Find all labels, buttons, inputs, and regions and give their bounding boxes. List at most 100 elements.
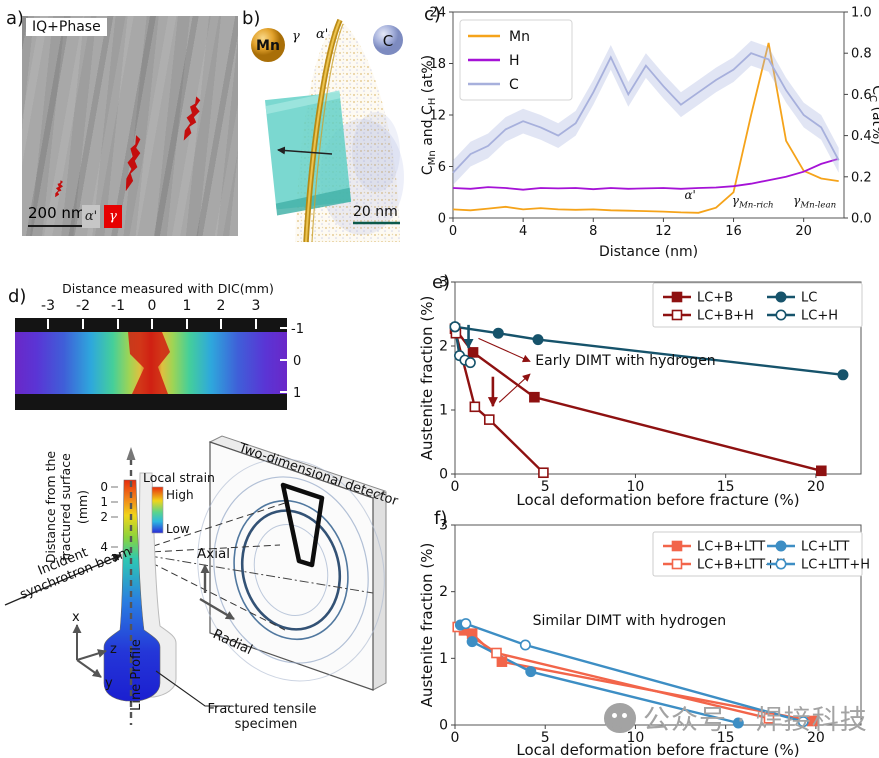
y2-axis-label: CC (at%) [867,85,879,145]
svg-text:4: 4 [100,540,108,554]
data-point [775,291,787,303]
svg-text:-2: -2 [76,298,90,314]
annotation: γMn-rich [732,194,774,211]
svg-text:3: 3 [252,298,261,314]
data-point [492,327,504,339]
data-point [532,334,544,346]
carbon-cloud [352,112,400,192]
crack-strain-blob [128,332,170,394]
data-point [529,391,540,403]
radial-arrow [199,597,235,621]
y-tick-label: 24 [429,6,446,21]
svg-text:0: 0 [148,298,157,314]
annotation: γMn-lean [793,194,836,211]
profile-arrow [277,146,333,155]
legend-label: Mn [509,29,530,45]
y-axis-label: CMn and CH (at%) [420,55,438,175]
legend-label: LC [801,291,817,306]
watermark-text: 公众号 · 焊接科技 [643,705,868,736]
phase-chip-gamma: γ [104,205,122,228]
y-tick-label: 3 [439,275,448,291]
series-band-C [453,40,839,185]
mn-ion-sphere [251,28,285,62]
y2-tick-label: 1.0 [851,6,872,21]
data-point [466,636,478,648]
chart-c-mount: 0 4 8 12 16 20 0 6 12 18 24 0.0 0.2 0.4 0.6 0.8 1.0 Dista… [420,0,879,266]
data-point [775,540,787,552]
x-axis-label: Distance (nm) [599,244,698,260]
legend-label: LC+LTT+H [801,558,870,573]
gamma-phase-streak [122,134,145,192]
high-label: High [166,488,194,502]
x-tick-label: 0 [451,730,460,746]
chart-f: 0 5 10 15 20 0 1 2 3 Local deformation before fra… [418,518,870,758]
mn-ion-label: Mn [256,38,280,54]
y-tick-label: 3 [439,518,448,534]
svg-text:0: 0 [100,480,108,494]
specimen-label-2: specimen [235,717,298,732]
y2-tick-label: 0.2 [851,170,872,185]
distance-ticks: 0 1 2 4 [100,480,108,554]
chart-f-mount: 0 5 10 15 20 0 1 2 3 Local deformation before fra… [418,505,879,758]
integration-wedge [280,482,325,568]
x-tick-label: 8 [589,224,597,239]
data-point [467,347,479,358]
y-tick-label: 1 [439,651,448,667]
gamma-label: γ [292,29,300,44]
y2-tick-label: 0.0 [851,212,872,227]
distance-axis-label-3: (mm) [75,490,90,524]
legend-box [459,19,573,101]
phase-chip-alpha: α' [82,205,100,228]
scale-bar-b: 20 nm [353,204,398,220]
alpha-prime-label: α' [316,27,328,42]
data-point [483,414,495,425]
scattering-lines [131,502,286,631]
x-tick-label: 0 [449,224,457,239]
panel-d-label: d) [8,286,26,307]
x-tick-label: 20 [807,479,825,495]
y-tick-label: 2 [439,584,448,600]
panel-f-label: f) [434,508,448,529]
data-point [775,558,787,570]
data-point [732,717,744,729]
y2-tick-label: 0.6 [851,88,872,103]
data-point [775,309,787,321]
wechat-icon [604,702,636,733]
annotation: Early DIMT with hydrogen [535,353,715,369]
grip-band-bottom [15,394,287,410]
series-line-Mn [452,42,839,214]
data-point [538,467,549,479]
panel-e-label: e) [432,272,451,293]
series-line-C [452,52,840,174]
dic-ruler-ticks: -3 -2 -1 0 1 2 3 [41,298,260,314]
y-tick-label: 1 [439,403,448,419]
y-tick-label: 12 [429,109,446,124]
gamma-film-edge [311,23,344,243]
gamma-phase-streak [53,179,65,198]
series-line-H [452,157,839,191]
beam-axis-line [131,552,374,594]
plot-frame [454,281,862,475]
svg-text:-3: -3 [41,298,55,314]
annotation-arrow [478,337,531,363]
annotation: α' [684,188,695,202]
legend-label: C [509,77,519,93]
line-profile-label: Line Profile [129,639,144,711]
fractured-specimen [103,479,161,702]
data-point [671,291,683,303]
specimen-label-1: Fractured tensile [207,702,316,717]
legend-label: LC+B [697,291,733,306]
y-tick-label: 18 [429,57,446,72]
legend-label: H [509,53,520,69]
x-tick-label: 15 [717,479,735,495]
panel-c-label: c) [424,4,441,25]
x-tick-label: 15 [717,730,735,746]
x-axis-label: Local deformation before fracture (%) [516,741,799,758]
legend-label: LC+LTT [801,540,849,555]
annotation: Similar DIMT with hydrogen [533,613,727,629]
data-point [464,357,476,369]
chart-e-mount: 0 5 10 15 20 0 1 2 3 Local deformation before fra… [418,268,879,512]
data-point [816,465,827,477]
data-point [797,716,809,728]
